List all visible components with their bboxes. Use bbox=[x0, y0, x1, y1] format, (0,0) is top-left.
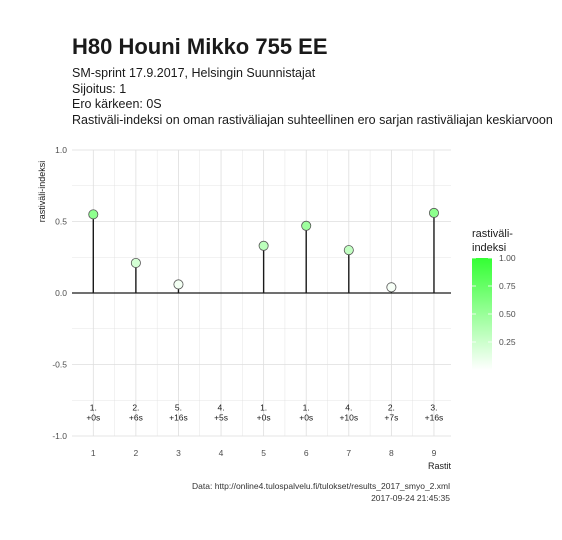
legend-title-line: indeksi bbox=[472, 242, 506, 254]
legend-colorbar bbox=[472, 258, 492, 370]
point-label-gap: +16s bbox=[425, 412, 444, 422]
subtitle-line-position: Sijoitus: 1 bbox=[72, 81, 127, 96]
legend-tick-label: 0.50 bbox=[499, 309, 516, 319]
data-point bbox=[343, 245, 354, 256]
x-tick-label: 9 bbox=[432, 448, 437, 458]
y-tick-label: -0.5 bbox=[52, 360, 67, 370]
point-label-rank: 3. bbox=[430, 402, 437, 412]
data-point bbox=[88, 209, 99, 220]
chart-caption: Data: http://online4.tulospalvelu.fi/tul… bbox=[192, 480, 450, 504]
subtitle-line-gap: Ero kärkeen: 0S bbox=[72, 97, 162, 111]
point-label-gap: +5s bbox=[214, 412, 228, 422]
data-point bbox=[428, 207, 439, 218]
y-axis-title: rastiväli-indeksi bbox=[37, 161, 47, 223]
x-tick-label: 8 bbox=[389, 448, 394, 458]
point-label-rank: 5. bbox=[175, 402, 182, 412]
point-label-gap: +0s bbox=[299, 412, 313, 422]
x-tick-label: 7 bbox=[346, 448, 351, 458]
x-tick-label: 4 bbox=[219, 448, 224, 458]
y-tick-label: 1.0 bbox=[55, 145, 67, 155]
point-label-gap: +0s bbox=[86, 412, 100, 422]
data-point bbox=[130, 257, 141, 268]
point-labels: 1.+0s2.+6s5.+16s4.+5s1.+0s1.+0s4.+10s2.+… bbox=[86, 402, 443, 422]
point-label-gap: +6s bbox=[129, 412, 143, 422]
point-label-rank: 4. bbox=[217, 402, 224, 412]
x-tick-label: 6 bbox=[304, 448, 309, 458]
data-point bbox=[386, 282, 397, 293]
x-tick-label: 3 bbox=[176, 448, 181, 458]
caption-source: Data: http://online4.tulospalvelu.fi/tul… bbox=[192, 481, 450, 491]
y-tick-label: -1.0 bbox=[52, 431, 67, 441]
legend-tick-label: 0.25 bbox=[499, 337, 516, 347]
data-point bbox=[173, 279, 184, 290]
point-label-gap: +10s bbox=[339, 412, 358, 422]
y-tick-label: 0.5 bbox=[55, 217, 67, 227]
legend-title-line: rastiväli- bbox=[472, 228, 513, 240]
y-tick-label: 0.0 bbox=[55, 288, 67, 298]
chart-subtitle: SM-sprint 17.9.2017, Helsingin Suunnista… bbox=[72, 66, 553, 128]
chart-title: H80 Houni Mikko 755 EE bbox=[72, 34, 328, 59]
points bbox=[88, 207, 439, 293]
x-tick-label: 5 bbox=[261, 448, 266, 458]
data-point bbox=[301, 220, 312, 231]
x-axis-title: Rastit bbox=[428, 461, 452, 471]
point-label-gap: +0s bbox=[257, 412, 271, 422]
point-label-rank: 4. bbox=[345, 402, 352, 412]
legend: rastiväli-indeksi 0.25 0.50 0.75 1.00 bbox=[472, 228, 516, 370]
caption-timestamp: 2017-09-24 21:45:35 bbox=[371, 493, 450, 503]
point-label-rank: 1. bbox=[260, 402, 267, 412]
data-point bbox=[258, 240, 269, 251]
point-label-rank: 1. bbox=[303, 402, 310, 412]
point-label-rank: 1. bbox=[90, 402, 97, 412]
legend-tick-label: 0.75 bbox=[499, 281, 516, 291]
subtitle-line-description: Rastiväli-indeksi on oman rastiväliajan … bbox=[72, 112, 553, 127]
point-label-rank: 2. bbox=[388, 402, 395, 412]
point-label-gap: +7s bbox=[384, 412, 398, 422]
axes: -1.0 -0.5 0.0 0.5 1.0 1 2 3 4 5 6 7 8 9 Rastit rastiväl… bbox=[37, 145, 451, 471]
point-label-rank: 2. bbox=[132, 402, 139, 412]
point-label-gap: +16s bbox=[169, 412, 188, 422]
subtitle-line-event: SM-sprint 17.9.2017, Helsingin Suunnista… bbox=[72, 66, 316, 80]
x-tick-label: 2 bbox=[134, 448, 139, 458]
x-tick-label: 1 bbox=[91, 448, 96, 458]
legend-tick-label: 1.00 bbox=[499, 253, 516, 263]
